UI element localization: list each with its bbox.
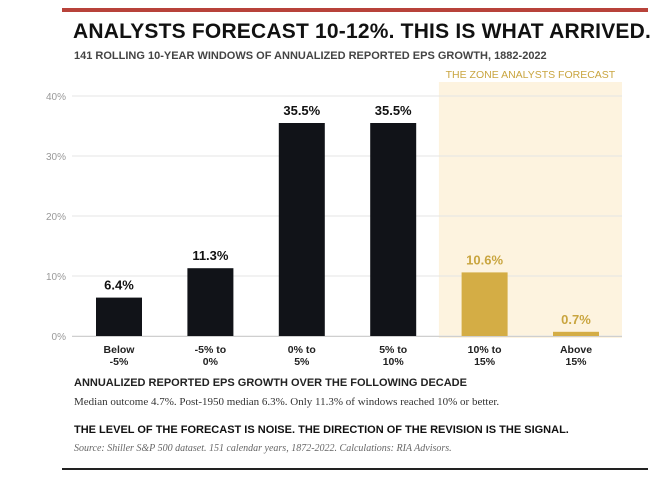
x-category-label: 15% [565,356,587,368]
x-category-label: 15% [474,356,496,368]
bar [370,123,417,336]
x-category-label: 10% [383,356,405,368]
y-tick-label: 0% [52,332,67,343]
bar-value-label: 11.3% [192,248,229,263]
source-note: Source: Shiller S&P 500 dataset. 151 cal… [74,443,452,454]
bar-value-label: 35.5% [283,103,320,118]
forecast-zone-label: THE ZONE ANALYSTS FORECAST [446,69,616,81]
y-tick-label: 10% [46,272,66,283]
y-tick-label: 20% [46,212,66,223]
bar [96,297,142,336]
x-axis-title: ANNUALIZED REPORTED EPS GROWTH OVER THE … [74,377,467,389]
x-category-label: -5% to [195,344,227,356]
bar-value-label: 35.5% [375,103,412,118]
top-accent-rule [62,8,648,12]
x-category-label: 0% to [288,344,316,356]
x-category-label: 5% to [379,344,407,356]
bar-value-label: 0.7% [561,312,591,327]
x-category-label: -5% [110,356,129,368]
bar [278,123,325,336]
x-category-label: 10% to [468,344,502,356]
signal-statement: THE LEVEL OF THE FORECAST IS NOISE. THE … [74,424,569,436]
x-category-label: 0% [203,356,219,368]
chart-subtitle: 141 ROLLING 10-YEAR WINDOWS OF ANNUALIZE… [74,50,547,62]
y-tick-label: 30% [46,152,66,163]
x-category-label: 5% [294,356,310,368]
x-category-label: Below [104,344,136,356]
bar-value-label: 10.6% [466,252,503,267]
bottom-rule [62,468,648,470]
x-category-label: Above [560,344,592,356]
bar-chart: THE ZONE ANALYSTS FORECAST 0% 10% 20% 30% 40%… [46,69,622,368]
y-tick-label: 40% [46,92,66,103]
chart-title: ANALYSTS FORECAST 10-12%. THIS IS WHAT A… [73,20,652,43]
bar [553,331,599,336]
bar-value-label: 6.4% [104,278,134,293]
median-note: Median outcome 4.7%. Post-1950 median 6.… [74,396,500,408]
bar [187,268,234,336]
bar [461,272,508,336]
